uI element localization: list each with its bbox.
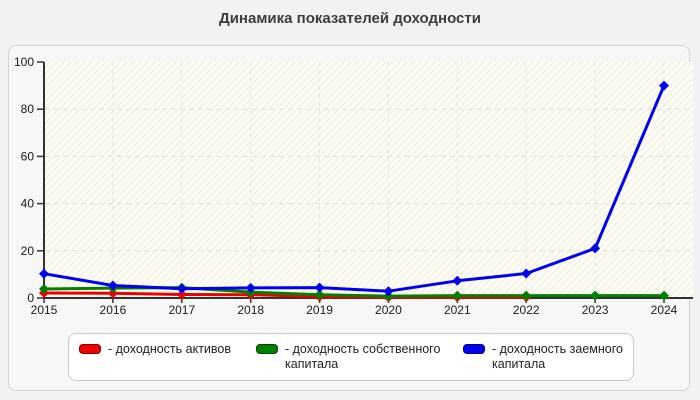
series-marker-2 xyxy=(590,243,601,254)
y-axis-tick-label: 80 xyxy=(21,102,35,116)
series-line-2 xyxy=(42,84,666,293)
x-axis-tick-label: 2022 xyxy=(513,303,540,317)
x-axis-tick-label: 2023 xyxy=(582,303,609,317)
series-marker-2 xyxy=(383,286,394,297)
y-axis-tick-label: 100 xyxy=(14,55,34,69)
x-axis-tick-label: 2015 xyxy=(31,303,58,317)
x-axis-tick-label: 2019 xyxy=(306,303,333,317)
legend-item-return-on-debt: - доходность заемного капитала xyxy=(463,342,633,380)
series-marker-2 xyxy=(245,282,256,293)
x-axis-tick-label: 2017 xyxy=(168,303,195,317)
y-axis-tick-label: 20 xyxy=(21,244,35,258)
series-marker-1 xyxy=(590,290,601,301)
series-marker-1 xyxy=(659,290,669,301)
series-marker-2 xyxy=(314,282,325,293)
legend-item-return-on-equity: - доходность собственного капитала xyxy=(256,342,463,380)
x-axis-tick-label: 2020 xyxy=(375,303,402,317)
series-marker-0 xyxy=(107,288,118,299)
series-marker-2 xyxy=(107,280,118,291)
y-axis-tick-label: 60 xyxy=(21,149,35,163)
y-axis-tick-label: 0 xyxy=(27,291,34,305)
series-marker-1 xyxy=(452,290,463,301)
x-axis-tick-label: 2018 xyxy=(237,303,264,317)
series-marker-2 xyxy=(452,275,463,286)
legend-label: - доходность собственного капитала xyxy=(285,342,441,371)
legend-swatch-green-icon xyxy=(256,344,278,354)
x-axis-tick-label: 2016 xyxy=(100,303,127,317)
chart-title: Динамика показателей доходности xyxy=(219,10,481,27)
chart-legend: - доходность активов - доходность собств… xyxy=(68,333,634,381)
x-axis-tick-label: 2024 xyxy=(651,303,678,317)
legend-label: - доходность заемного капитала xyxy=(492,342,623,371)
series-marker-0 xyxy=(176,289,187,300)
y-axis-tick-label: 40 xyxy=(21,197,35,211)
series-marker-2 xyxy=(176,283,187,294)
series-marker-1 xyxy=(314,289,325,300)
plot-background xyxy=(44,62,693,298)
series-marker-2 xyxy=(39,268,49,279)
series-marker-1 xyxy=(521,290,532,301)
series-marker-2 xyxy=(659,80,669,91)
x-axis-tick-label: 2021 xyxy=(444,303,471,317)
legend-swatch-red-icon xyxy=(79,344,101,354)
legend-label: - доходность активов xyxy=(108,342,231,356)
series-marker-1 xyxy=(39,284,49,294)
legend-item-return-on-assets: - доходность активов xyxy=(79,342,256,380)
legend-swatch-blue-icon xyxy=(463,344,485,354)
series-marker-2 xyxy=(521,268,532,279)
